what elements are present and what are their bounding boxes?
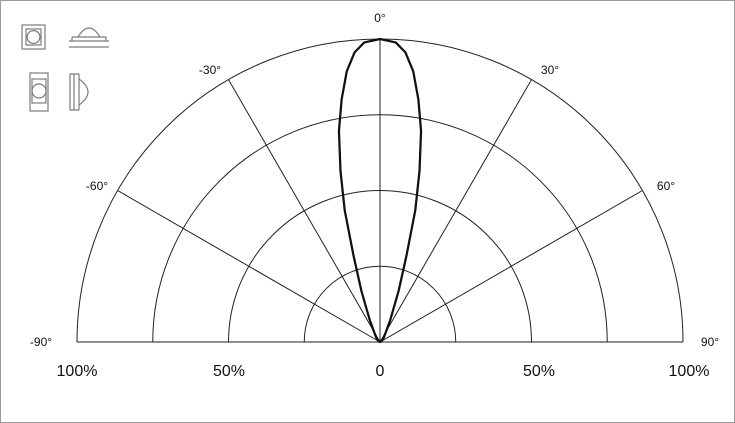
angle-label-6: 90°: [701, 335, 719, 349]
angle-label-0: -90°: [30, 335, 52, 349]
led-dome-side-icon: [69, 27, 109, 48]
angle-label-3: 0°: [374, 11, 386, 25]
scale-label-0: 100%: [57, 363, 98, 380]
grid-ray-30: [379, 79, 532, 343]
angle-label-4: 30°: [541, 63, 559, 77]
scale-label-3: 50%: [523, 363, 555, 380]
grid-ray-minus-30: [228, 79, 381, 343]
scale-label-2: 0: [376, 363, 385, 380]
led-front-vertical-icon: [29, 72, 49, 112]
polar-grid: [76, 38, 684, 343]
intensity-curve-layer: [337, 37, 423, 344]
scale-label-1: 50%: [213, 363, 245, 380]
grid-ray-minus-60: [117, 190, 381, 343]
led-side-vertical-icon: [69, 73, 89, 111]
led-front-square-icon: [21, 24, 46, 50]
led-icons: [21, 24, 109, 112]
angle-label-2: -30°: [199, 63, 221, 77]
chart-labels: -90° -60° -30° 0° 30° 60° 90° 100% 50% 0 50% 100%: [30, 11, 719, 380]
angle-label-1: -60°: [86, 179, 108, 193]
intensity-curve-series-1: [337, 37, 423, 344]
grid-ray-60: [379, 190, 643, 343]
scale-label-4: 100%: [669, 363, 710, 380]
angle-label-5: 60°: [657, 179, 675, 193]
